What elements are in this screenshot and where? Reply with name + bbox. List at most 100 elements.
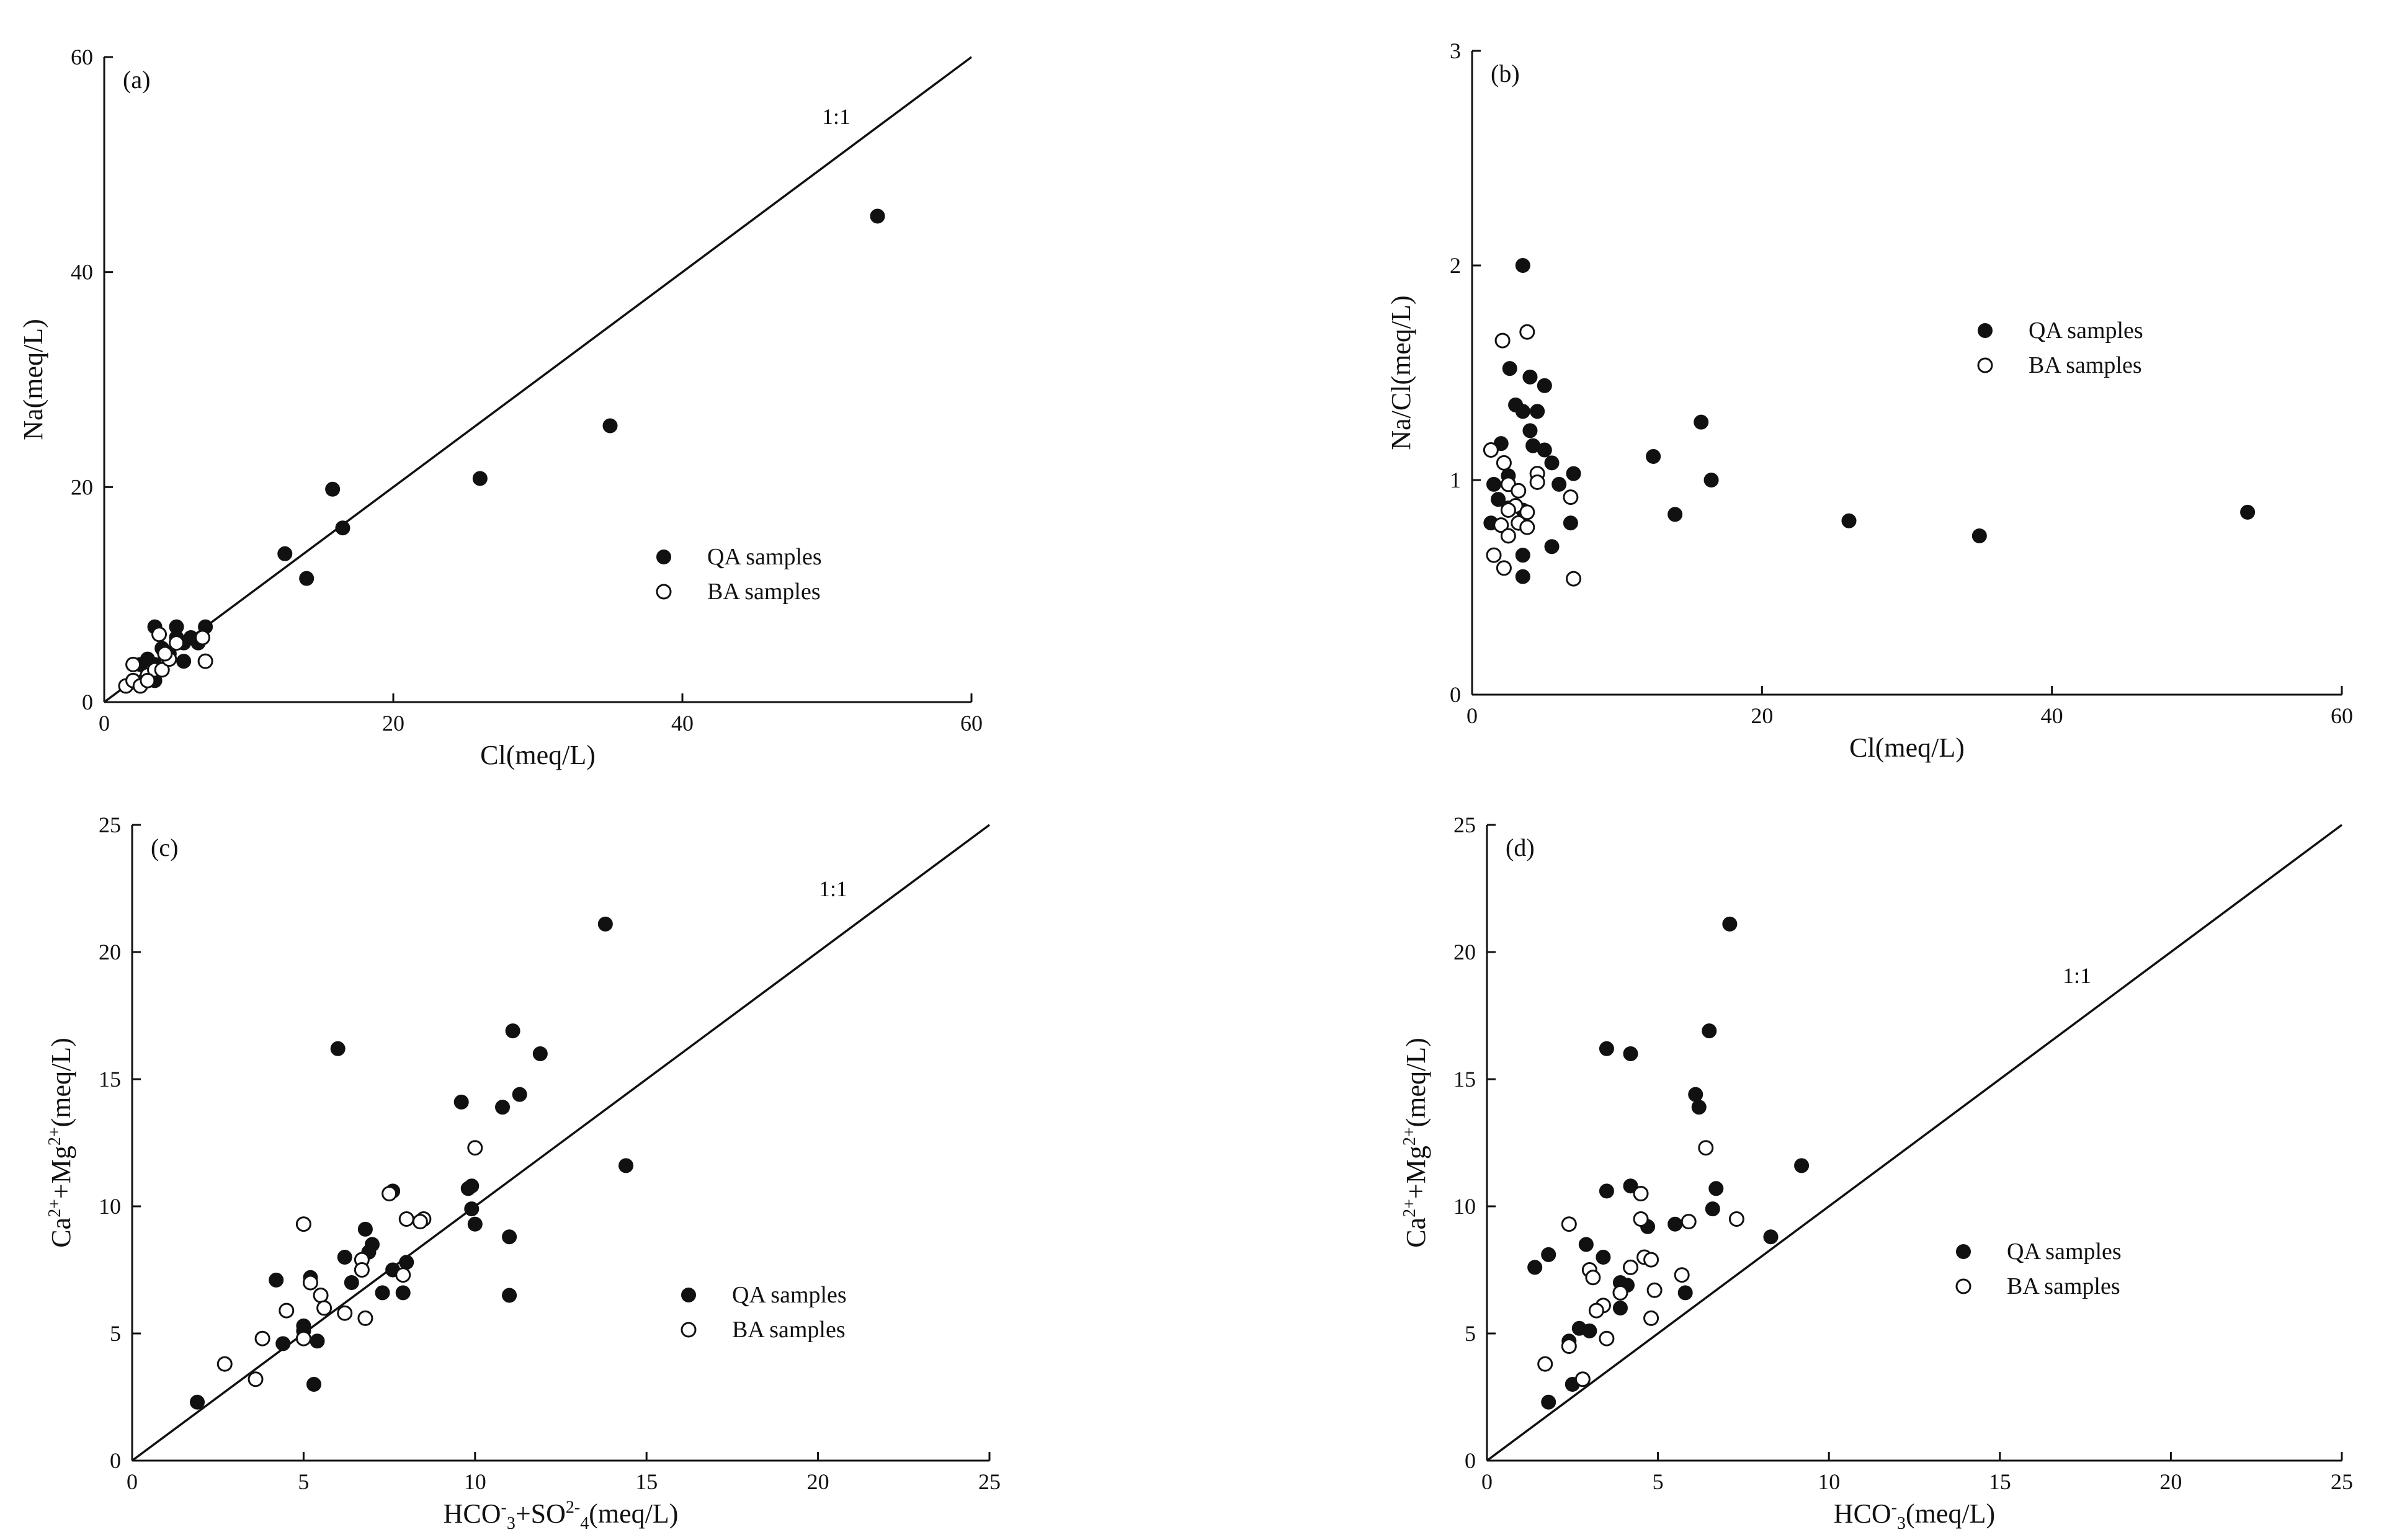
ba-sample-point — [1486, 547, 1502, 563]
ba-sample-point — [382, 1186, 398, 1201]
ba-sample-point — [1599, 1330, 1615, 1346]
ba-sample-point — [1500, 502, 1516, 518]
reference-line-1-1 — [131, 824, 991, 1462]
legend-ba-label: BA samples — [2029, 352, 2142, 378]
qa-sample-point — [1537, 378, 1552, 393]
qa-sample-point — [467, 1216, 483, 1232]
qa-sample-point — [602, 418, 618, 434]
y-tick-label: 25 — [99, 812, 121, 837]
qa-sample-point — [1491, 492, 1506, 507]
y-axis-title: Ca2++Mg2+(meq/L) — [45, 1038, 76, 1248]
qa-sample-point — [1703, 473, 1719, 487]
y-tick-label: 15 — [1453, 1067, 1476, 1092]
qa-sample-point — [1677, 1285, 1693, 1301]
y-tick-label: 20 — [1453, 940, 1476, 964]
qa-sample-point — [1515, 548, 1530, 563]
qa-sample-point — [1530, 404, 1545, 419]
qa-sample-point — [269, 1272, 284, 1288]
qa-sample-point — [1541, 1247, 1556, 1262]
qa-sample-point — [472, 471, 488, 486]
panel-label: (b) — [1491, 60, 1520, 87]
panel-label: (c) — [151, 834, 178, 861]
ba-sample-point — [1574, 1371, 1591, 1387]
x-tick-label: 40 — [671, 711, 694, 736]
qa-sample-point — [176, 654, 192, 669]
x-tick-label: 15 — [1989, 1469, 2011, 1494]
legend-ba-marker — [681, 1322, 697, 1338]
y-axis-title: Na/Cl(meq/L) — [1386, 295, 1416, 450]
ba-sample-point — [125, 656, 141, 672]
qa-sample-point — [399, 1255, 414, 1270]
qa-sample-point — [344, 1275, 359, 1290]
qa-sample-point — [1612, 1301, 1628, 1315]
qa-sample-point — [1596, 1250, 1611, 1265]
qa-sample-point — [1691, 1100, 1707, 1115]
qa-sample-point — [1599, 1041, 1614, 1056]
reference-line-label: 1:1 — [822, 104, 850, 129]
qa-sample-point — [325, 481, 341, 497]
qa-sample-point — [1522, 369, 1538, 385]
ba-sample-point — [1511, 483, 1527, 499]
y-tick-label: 0 — [82, 690, 93, 714]
y-tick-label: 2 — [1450, 253, 1461, 278]
qa-sample-point — [453, 1094, 469, 1110]
x-tick-label: 0 — [99, 711, 110, 736]
qa-sample-point — [495, 1100, 511, 1115]
ba-sample-point — [412, 1214, 428, 1230]
y-tick-label: 20 — [99, 940, 121, 964]
legend-ba-label: BA samples — [707, 579, 821, 605]
ba-sample-point — [354, 1262, 370, 1278]
reference-line-1-1 — [103, 56, 973, 703]
qa-sample-point — [1841, 513, 1857, 528]
legend-qa-label: QA samples — [707, 544, 822, 570]
ba-sample-point — [1643, 1310, 1659, 1326]
qa-sample-point — [532, 1046, 548, 1061]
qa-sample-point — [1551, 476, 1567, 492]
x-axis-title: Cl(meq/L) — [1849, 732, 1965, 763]
x-tick-label: 25 — [978, 1469, 1001, 1494]
qa-sample-point — [1515, 404, 1530, 419]
ba-sample-point — [1674, 1267, 1690, 1283]
qa-sample-point — [1522, 423, 1538, 438]
ba-sample-point — [169, 635, 184, 651]
qa-sample-point — [1722, 916, 1738, 932]
qa-sample-point — [330, 1041, 346, 1056]
qa-sample-point — [1537, 442, 1552, 458]
qa-sample-point — [1502, 361, 1517, 376]
ba-sample-point — [1529, 474, 1545, 490]
panel-a-chart: 0 20 40 60 0 20 40 60 Cl(meq/L) Na(meq/L) (a) 1:1 QA… — [18, 45, 983, 770]
y-tick-label: 20 — [71, 474, 93, 499]
qa-sample-point — [512, 1087, 527, 1102]
x-tick-label: 60 — [960, 711, 983, 736]
qa-sample-point — [1563, 515, 1578, 531]
reference-line-1-1 — [1486, 824, 2343, 1462]
panel-label: (a) — [123, 66, 150, 94]
ba-sample-point — [248, 1371, 264, 1387]
ba-sample-point — [295, 1330, 311, 1346]
x-tick-label: 25 — [2331, 1469, 2353, 1494]
y-tick-label: 15 — [99, 1067, 121, 1092]
ba-sample-point — [254, 1330, 270, 1346]
y-tick-label: 3 — [1450, 38, 1461, 63]
ba-sample-point — [217, 1356, 233, 1372]
ba-sample-point — [337, 1305, 353, 1321]
qa-sample-point — [1486, 476, 1502, 492]
y-tick-label: 10 — [1453, 1194, 1476, 1219]
qa-sample-point — [1667, 507, 1683, 522]
qa-sample-point — [505, 1023, 520, 1039]
qa-sample-point — [357, 1221, 373, 1237]
y-tick-label: 1 — [1450, 468, 1461, 492]
ba-sample-point — [1496, 560, 1512, 576]
ba-sample-point — [279, 1302, 295, 1319]
ba-sample-point — [1500, 528, 1516, 544]
panel-c-chart: 0 5 10 15 20 25 0 5 10 15 20 25 HCO-3+SO2-4(meq/L) Ca… — [45, 812, 1001, 1533]
legend-qa-label: QA samples — [732, 1282, 847, 1308]
y-tick-label: 0 — [1450, 682, 1461, 707]
y-tick-label: 0 — [110, 1448, 121, 1473]
y-tick-label: 5 — [110, 1321, 121, 1346]
qa-sample-point — [1578, 1237, 1594, 1252]
ba-sample-point — [1519, 519, 1535, 535]
ba-sample-point — [313, 1288, 329, 1303]
ba-sample-point — [302, 1275, 318, 1291]
ba-sample-point — [467, 1140, 483, 1156]
